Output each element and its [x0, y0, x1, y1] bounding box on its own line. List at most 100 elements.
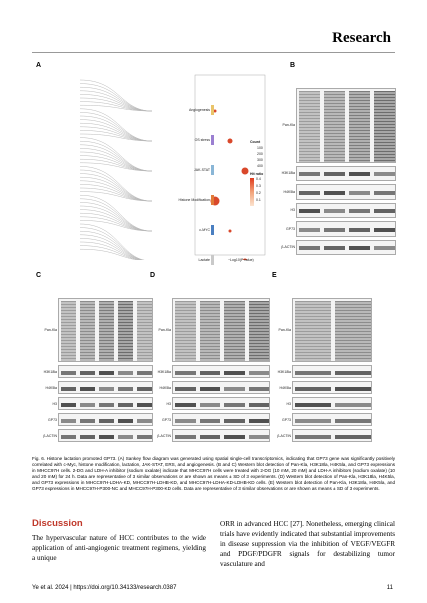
flow [79, 104, 153, 112]
band [248, 434, 269, 439]
band [324, 190, 345, 195]
blot [58, 429, 153, 443]
node [211, 225, 214, 235]
band [248, 386, 269, 391]
band [61, 434, 76, 439]
blot [292, 298, 372, 363]
band [80, 402, 95, 407]
blot-row-label: GP73 [286, 226, 295, 231]
count-level: 200 [257, 152, 263, 156]
flow [79, 234, 144, 260]
blot [172, 413, 270, 427]
band [199, 402, 220, 407]
band [295, 434, 331, 439]
band [118, 370, 133, 375]
body-text: ORR in advanced HCC [27]. Nonetheless, e… [220, 520, 395, 568]
band [349, 91, 370, 162]
blot [292, 413, 372, 427]
band [80, 301, 95, 362]
band [374, 172, 395, 177]
blot [58, 413, 153, 427]
band [80, 418, 95, 423]
band [118, 386, 133, 391]
band [295, 418, 331, 423]
western-blot: Pan-Kla H3K18la H4K5la H3 GP73 β-ACTIN [157, 290, 270, 450]
band [175, 386, 196, 391]
band [137, 370, 152, 375]
band [99, 402, 114, 407]
blot-row-label: H3K18la [157, 369, 171, 374]
flow [79, 97, 153, 112]
western-blot: Pan-Kla H3K18la H4K5la H3 GP73 β-ACTIN [281, 80, 396, 265]
flow [79, 216, 153, 232]
blot [296, 184, 396, 200]
blot-row-label: Pan-Kla [282, 123, 295, 128]
blot [172, 381, 270, 395]
sankey [79, 74, 266, 260]
blot [296, 221, 396, 237]
blot [292, 365, 372, 379]
flow [79, 180, 153, 202]
blot [172, 429, 270, 443]
band [224, 386, 245, 391]
band [118, 402, 133, 407]
blot [58, 365, 153, 379]
panel-label: C [36, 272, 42, 279]
flow [79, 126, 153, 142]
pathway-label: OS stress [194, 138, 210, 142]
band [199, 301, 220, 362]
band [324, 209, 345, 214]
band [224, 301, 245, 362]
band [175, 434, 196, 439]
band [299, 172, 320, 177]
pathway-label: c-MYC [199, 228, 210, 232]
band [118, 434, 133, 439]
caption: Fig. 6. Histone lactation promoted GP73.… [32, 456, 395, 491]
blot [172, 298, 270, 363]
flow [79, 198, 153, 232]
blot-row-label: Pan-Kla [278, 328, 291, 333]
panel-label: E [272, 272, 277, 279]
flow [79, 245, 142, 260]
band [199, 434, 220, 439]
band [374, 91, 395, 162]
dot [242, 258, 248, 260]
band [374, 246, 395, 251]
band [374, 190, 395, 195]
page-number: 11 [386, 585, 393, 591]
blot [296, 88, 396, 163]
band [335, 402, 371, 407]
dot [241, 167, 249, 175]
band [61, 418, 76, 423]
blot-row-label: H3K18la [281, 171, 295, 176]
blot [292, 397, 372, 411]
band [299, 91, 320, 162]
band [199, 386, 220, 391]
flow [79, 119, 153, 142]
count-title: Count [250, 140, 261, 144]
ratio-level: 0.4 [256, 177, 261, 181]
blot-row-label: H3K18la [43, 369, 57, 374]
count-level: 400 [257, 164, 263, 168]
band [374, 227, 395, 232]
panel-label: D [150, 272, 156, 279]
band [324, 246, 345, 251]
node [211, 195, 214, 205]
blot [292, 429, 372, 443]
ratio-title: Hit ratio [250, 172, 264, 176]
band [335, 418, 371, 423]
panel-label: A [36, 62, 42, 69]
band [99, 370, 114, 375]
ratio-bar [250, 178, 254, 206]
band [295, 402, 331, 407]
pathway-label: JAK-STAT [193, 168, 210, 172]
band [248, 418, 269, 423]
band [118, 301, 133, 362]
count-level: 100 [257, 146, 263, 150]
band [248, 402, 269, 407]
band [61, 386, 76, 391]
body-text: The hypervascular nature of HCC contribu… [32, 534, 206, 562]
band [224, 418, 245, 423]
band [299, 209, 320, 214]
